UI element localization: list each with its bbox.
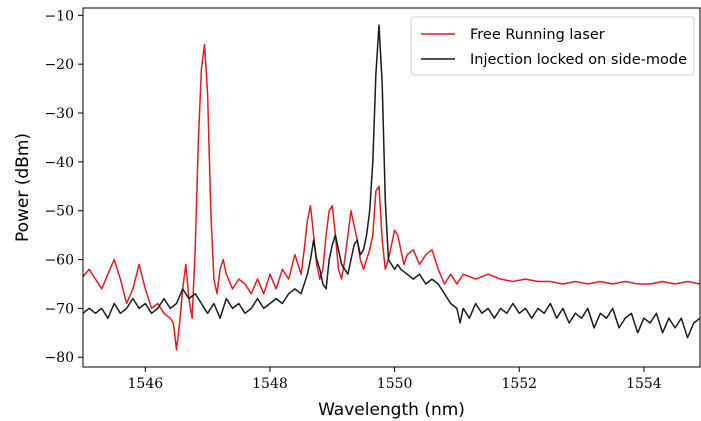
- y-tick-label: −70: [44, 301, 74, 317]
- y-tick-label: −80: [44, 350, 74, 366]
- y-axis-ticks: −80 −70 −60 −50 −40 −30 −20 −10: [44, 8, 83, 366]
- series-lines: [82, 24, 701, 351]
- y-tick-label: −20: [44, 57, 74, 73]
- x-tick-label: 1550: [377, 376, 413, 392]
- series-line-injection-locked: [82, 24, 701, 339]
- y-tick-label: −60: [44, 253, 74, 269]
- y-tick-label: −30: [44, 106, 74, 122]
- y-tick-label: −50: [44, 204, 74, 220]
- y-tick-label: −10: [44, 8, 74, 24]
- x-tick-label: 1554: [626, 376, 662, 392]
- plot-frame: [82, 7, 701, 368]
- x-tick-label: 1552: [501, 376, 537, 392]
- y-axis-label: Power (dBm): [13, 133, 33, 242]
- x-axis-ticks: 1546 1548 1550 1552 1554: [128, 367, 662, 392]
- x-axis-label: Wavelength (nm): [318, 400, 465, 420]
- legend: Free Running laser Injection locked on s…: [410, 16, 695, 76]
- series-line-free-running: [82, 43, 701, 351]
- x-tick-label: 1548: [252, 376, 288, 392]
- legend-entry-free-running: Free Running laser: [470, 27, 605, 43]
- legend-box: [410, 16, 695, 76]
- legend-entry-injection-locked: Injection locked on side-mode: [470, 52, 687, 68]
- y-tick-label: −40: [44, 155, 74, 171]
- x-tick-label: 1546: [128, 376, 164, 392]
